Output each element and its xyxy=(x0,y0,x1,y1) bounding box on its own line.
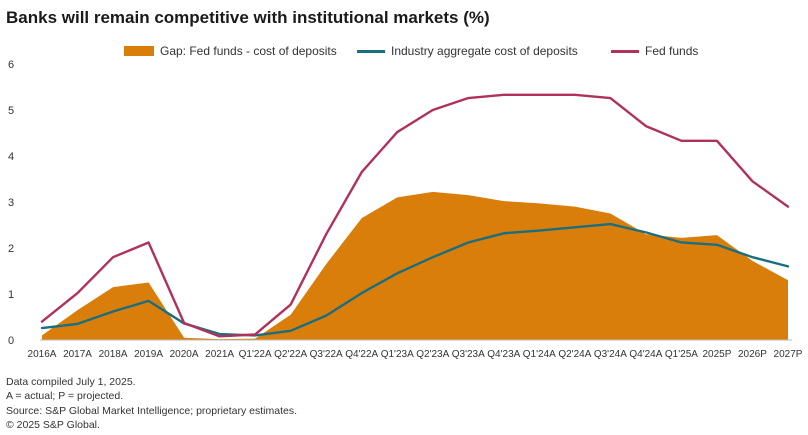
x-tick-label: Q1'22A xyxy=(239,349,272,360)
x-tick-label: Q4'23A xyxy=(487,349,520,360)
x-tick-label: Q2'22A xyxy=(274,349,307,360)
legend-item-fed-funds: Fed funds xyxy=(611,44,698,58)
legend-swatch-fed-funds xyxy=(611,49,639,53)
footnote-source: Source: S&P Global Market Intelligence; … xyxy=(6,404,298,417)
y-tick-label: 4 xyxy=(8,151,14,163)
x-tick-label: Q3'24A xyxy=(594,349,627,360)
chart-plot: 0 1 2 3 4 5 6 2016A 2017A 2018A 2019A 2020A 2021A Q1'… xyxy=(8,59,803,360)
legend-item-cost-of-deposits: Industry aggregate cost of deposits xyxy=(357,44,578,58)
footnote-compiled: Data compiled July 1, 2025. xyxy=(6,376,136,388)
legend-label-gap: Gap: Fed funds - cost of deposits xyxy=(160,44,337,58)
x-tick-label: 2025P xyxy=(702,349,731,360)
y-tick-label: 1 xyxy=(8,289,14,301)
series-line-cost-of-deposits xyxy=(40,222,790,337)
legend-label-cost-of-deposits: Industry aggregate cost of deposits xyxy=(391,44,578,58)
x-tick-label: Q4'24A xyxy=(629,349,662,360)
x-tick-label: Q4'22A xyxy=(345,349,378,360)
x-tick-label: Q2'23A xyxy=(416,349,449,360)
series-line-fed-funds xyxy=(40,93,790,338)
x-tick-label: 2018A xyxy=(99,349,128,360)
x-tick-label: Q1'23A xyxy=(381,349,414,360)
x-tick-label: 2016A xyxy=(28,349,57,360)
legend-swatch-cost-of-deposits xyxy=(357,49,385,53)
x-tick-label: 2026P xyxy=(738,349,767,360)
y-tick-label: 5 xyxy=(8,105,14,117)
footnote-copyright: © 2025 S&P Global. xyxy=(6,419,100,432)
x-tick-label: 2017A xyxy=(63,349,92,360)
legend-label-fed-funds: Fed funds xyxy=(645,44,699,58)
chart-legend: Gap: Fed funds - cost of deposits Indust… xyxy=(0,44,808,62)
x-tick-label: 2027P xyxy=(774,349,803,360)
x-tick-label: Q3'23A xyxy=(452,349,485,360)
chart-title: Banks will remain competitive with insti… xyxy=(6,8,490,27)
x-tick-label: Q2'24A xyxy=(558,349,591,360)
footnote-legend-key: A = actual; P = projected. xyxy=(6,390,124,403)
x-tick-label: Q3'22A xyxy=(310,349,343,360)
chart-footnotes: Data compiled July 1, 2025. A = actual; … xyxy=(6,375,297,433)
x-tick-label: 2020A xyxy=(170,349,199,360)
y-tick-label: 0 xyxy=(8,335,14,347)
y-tick-label: 3 xyxy=(8,197,14,209)
x-tick-label: Q1'24A xyxy=(523,349,556,360)
x-tick-label: 2021A xyxy=(205,349,234,360)
x-tick-label: Q1'25A xyxy=(665,349,698,360)
legend-swatch-gap xyxy=(124,46,154,56)
legend-item-gap: Gap: Fed funds - cost of deposits xyxy=(124,44,337,58)
y-tick-label: 2 xyxy=(8,243,14,255)
x-tick-label: 2019A xyxy=(134,349,163,360)
y-tick-label: 6 xyxy=(8,59,14,71)
